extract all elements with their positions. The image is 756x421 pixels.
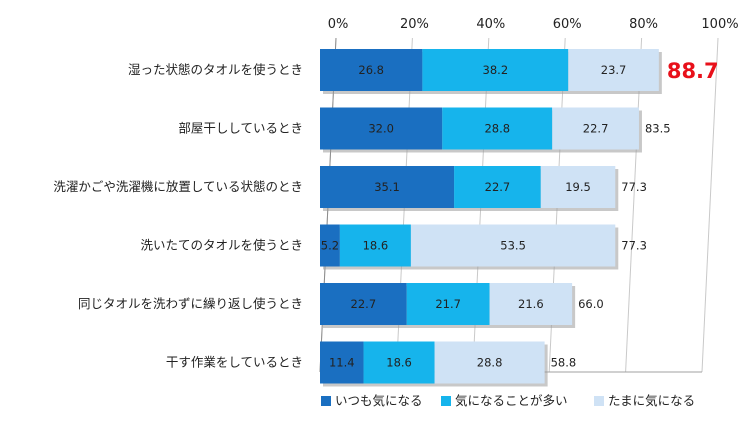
- total-value-label-highlight: 88.7: [667, 59, 719, 83]
- x-tick-label: 80%: [629, 17, 658, 32]
- bar-segment: [320, 107, 443, 150]
- segment-value-label: 35.1: [374, 180, 400, 194]
- segment-value-label: 22.7: [351, 297, 377, 311]
- segment-value-label: 18.6: [386, 356, 412, 370]
- bar-segment: [320, 224, 340, 267]
- total-value-label: 77.3: [621, 239, 647, 253]
- category-label: 部屋干ししているとき: [178, 121, 303, 136]
- x-tick-label: 40%: [476, 17, 505, 32]
- bar-segment: [320, 283, 407, 325]
- legend-label: いつも気になる: [335, 393, 423, 408]
- bar-segment: [434, 341, 545, 384]
- category-label: 干す作業をしているとき: [166, 355, 303, 370]
- segment-value-label: 21.7: [435, 297, 461, 311]
- bar-segment: [568, 49, 659, 91]
- legend: いつも気になる 気になることが多い たまに気になる: [321, 393, 695, 408]
- segment-value-label: 5.2: [321, 239, 339, 253]
- bar-segment: [442, 107, 553, 150]
- legend-swatch: [594, 396, 604, 406]
- bar-segment: [363, 341, 435, 384]
- bar-segment: [454, 166, 541, 208]
- segment-value-label: 28.8: [484, 122, 510, 136]
- category-label: 洗濯かごや洗濯機に放置している状態のとき: [53, 179, 303, 194]
- legend-swatch: [441, 396, 451, 406]
- total-value-label: 77.3: [621, 180, 647, 194]
- total-value-label: 66.0: [578, 297, 604, 311]
- segment-value-label: 53.5: [500, 239, 526, 253]
- bar-segment: [320, 166, 455, 208]
- data-labels: 26.8 38.2 23.7 88.7 32.0 28.8 22.7 83.5 35.1 22.7…: [321, 59, 719, 370]
- bar-segment: [320, 49, 423, 91]
- total-value-label: 83.5: [645, 122, 671, 136]
- gridline: [701, 37, 719, 373]
- legend-label: 気になることが多い: [455, 393, 568, 408]
- bar-segment: [320, 341, 364, 384]
- segment-value-label: 19.5: [565, 180, 591, 194]
- x-tick-label: 100%: [701, 17, 738, 32]
- bar-segment: [540, 166, 616, 208]
- segment-value-label: 11.4: [329, 356, 355, 370]
- bar-segment: [410, 224, 616, 267]
- legend-label: たまに気になる: [608, 393, 695, 408]
- segment-value-label: 22.7: [583, 122, 609, 136]
- bar-segment: [552, 107, 639, 150]
- x-tick-label: 0%: [328, 17, 349, 32]
- segment-value-label: 26.8: [358, 63, 384, 77]
- segment-value-label: 32.0: [368, 122, 394, 136]
- segment-value-label: 28.8: [477, 356, 503, 370]
- category-label: 湿った状態のタオルを使うとき: [128, 62, 303, 77]
- bar-segment: [339, 224, 411, 267]
- bars: [320, 49, 662, 387]
- category-label: 洗いたてのタオルを使うとき: [140, 238, 303, 253]
- segment-value-label: 21.6: [518, 297, 544, 311]
- x-tick-label: 60%: [553, 17, 582, 32]
- category-label: 同じタオルを洗わずに繰り返し使うとき: [78, 296, 303, 311]
- segment-value-label: 18.6: [363, 239, 389, 253]
- bar-segment: [422, 49, 569, 91]
- category-labels: 湿った状態のタオルを使うとき部屋干ししているとき洗濯かごや洗濯機に放置している状…: [53, 62, 303, 370]
- segment-value-label: 22.7: [485, 180, 511, 194]
- x-tick-label: 20%: [400, 17, 429, 32]
- legend-swatch: [321, 396, 331, 406]
- segment-value-label: 23.7: [601, 63, 627, 77]
- total-value-label: 58.8: [551, 356, 577, 370]
- bar-segment: [406, 283, 490, 325]
- bar-segment: [489, 283, 573, 325]
- segment-value-label: 38.2: [483, 63, 509, 77]
